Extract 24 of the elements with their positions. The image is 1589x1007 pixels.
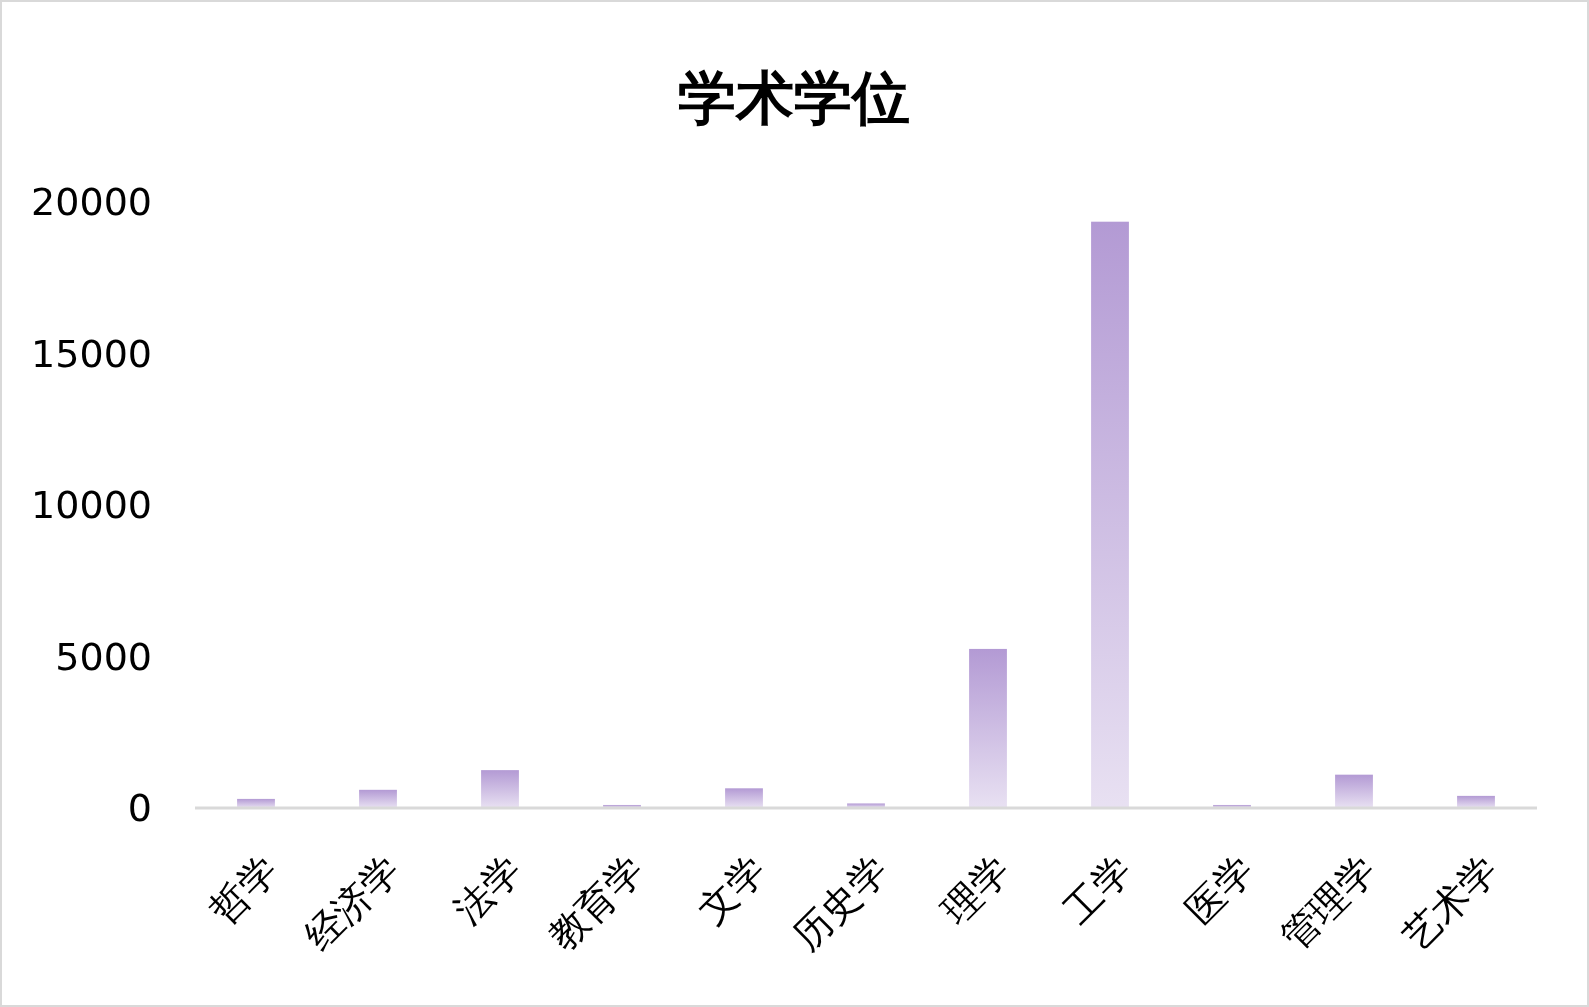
x-tick-label: 历史学 [784, 847, 897, 959]
y-tick-label: 20000 [31, 180, 152, 224]
bar [1091, 221, 1129, 808]
x-tick-label: 法学 [445, 847, 531, 932]
x-tick-label: 艺术学 [1394, 847, 1507, 959]
chart-title: 学术学位 [678, 64, 910, 132]
x-tick-label: 医学 [1177, 847, 1263, 932]
y-tick-label: 10000 [31, 483, 152, 527]
x-tick-label: 工学 [1055, 847, 1141, 932]
y-tick-label: 5000 [55, 634, 152, 679]
x-tick-label: 理学 [933, 847, 1019, 932]
x-tick-label: 教育学 [540, 847, 653, 959]
bar [1457, 795, 1495, 808]
bar [1335, 774, 1373, 808]
y-tick-label: 15000 [31, 331, 152, 376]
bar [359, 789, 397, 808]
bar [481, 770, 519, 808]
x-tick-label: 管理学 [1272, 847, 1385, 959]
x-tick-label: 哲学 [201, 847, 287, 932]
x-tick-label: 文学 [689, 847, 775, 932]
bar [725, 788, 763, 808]
y-tick-label: 0 [127, 786, 152, 830]
x-tick-label: 经济学 [296, 847, 409, 959]
bar [969, 648, 1007, 808]
